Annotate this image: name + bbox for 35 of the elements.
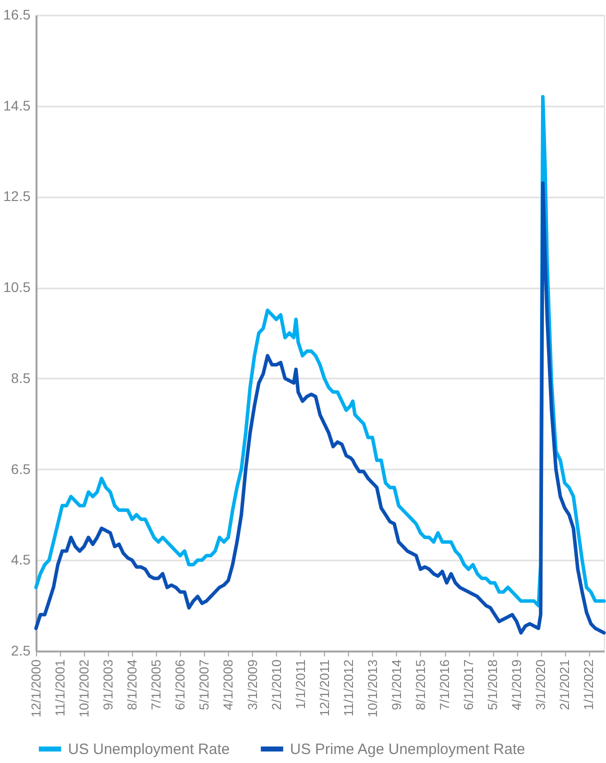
y-tick-label: 4.5 (11, 552, 31, 568)
x-tick-label: 10/1/2013 (364, 660, 380, 718)
x-tick-label: 9/1/2003 (100, 660, 116, 710)
x-tick-label: 5/1/2007 (196, 660, 212, 710)
x-tick-label: 4/1/2008 (220, 660, 236, 710)
x-tick-label: 2/1/2021 (557, 660, 572, 710)
x-tick-label: 2/1/2010 (268, 660, 284, 710)
x-tick-label: 6/1/2017 (461, 660, 476, 710)
x-tick-label: 12/1/2011 (316, 660, 332, 716)
x-tick-label: 12/1/2000 (28, 660, 44, 718)
x-tick-label: 3/1/2009 (244, 660, 260, 710)
legend-label: US Unemployment Rate (68, 741, 230, 758)
y-tick-label: 10.5 (3, 279, 31, 296)
y-tick-label: 16.5 (3, 6, 31, 22)
x-tick-label: 10/1/2002 (76, 660, 92, 718)
x-tick-label: 9/1/2014 (388, 660, 404, 710)
y-tick-label: 8.5 (11, 370, 31, 386)
x-tick-label: 1/1/2022 (581, 660, 596, 710)
y-tick-label: 12.5 (3, 188, 31, 204)
x-tick-label: 7/1/2016 (437, 660, 452, 710)
x-tick-label: 5/1/2018 (485, 660, 500, 710)
x-tick-label: 8/1/2015 (412, 660, 428, 710)
x-tick-label: 11/1/2012 (340, 660, 356, 716)
y-tick-label: 6.5 (11, 460, 31, 477)
x-tick-label: 4/1/2019 (509, 660, 524, 710)
x-tick-label: 8/1/2004 (124, 660, 140, 710)
legend-label: US Prime Age Unemployment Rate (290, 741, 526, 758)
y-tick-label: 2.5 (11, 642, 31, 658)
x-tick-label: 1/1/2011 (292, 660, 308, 710)
x-tick-label: 11/1/2001 (52, 660, 68, 716)
line-series (34, 181, 606, 635)
x-tick-label: 3/1/2020 (533, 660, 548, 710)
x-tick-label: 6/1/2006 (172, 660, 188, 710)
x-tick-label: 7/1/2005 (148, 660, 164, 710)
y-tick-label: 14.5 (3, 97, 31, 114)
